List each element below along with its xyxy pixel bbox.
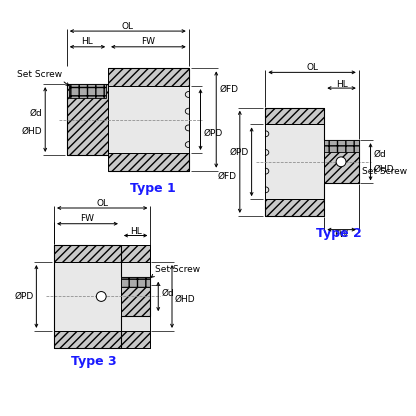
Circle shape: [97, 292, 106, 301]
Text: HL: HL: [82, 37, 93, 47]
Text: ØHD: ØHD: [374, 165, 394, 174]
Text: ØHD: ØHD: [175, 295, 196, 304]
Text: Ød: Ød: [374, 149, 386, 158]
Text: ØPD: ØPD: [14, 292, 33, 301]
Circle shape: [336, 157, 346, 167]
Text: ØPD: ØPD: [229, 148, 249, 156]
Bar: [121, 277, 150, 287]
Text: OL: OL: [96, 198, 108, 208]
Text: ØHD: ØHD: [22, 127, 42, 136]
Bar: [54, 331, 150, 347]
Bar: [54, 245, 150, 262]
Text: OL: OL: [122, 22, 134, 31]
Text: FW: FW: [141, 37, 156, 47]
Bar: [121, 277, 150, 316]
Bar: [54, 331, 121, 347]
Text: HL: HL: [336, 79, 347, 89]
Bar: [49, 240, 170, 352]
Text: FW: FW: [334, 230, 349, 239]
Bar: [69, 84, 106, 98]
Bar: [265, 108, 324, 124]
Text: FW: FW: [80, 214, 94, 223]
Bar: [324, 140, 359, 152]
Bar: [54, 262, 121, 331]
Bar: [108, 86, 189, 153]
Bar: [54, 245, 150, 262]
Text: ØPD: ØPD: [203, 129, 223, 137]
Bar: [265, 124, 324, 199]
Bar: [265, 199, 324, 216]
Bar: [108, 69, 189, 86]
Text: Set Screw: Set Screw: [17, 70, 62, 79]
Text: Set Screw: Set Screw: [362, 167, 407, 176]
Text: Type 3: Type 3: [71, 355, 116, 368]
Text: Type 2: Type 2: [316, 227, 362, 240]
Bar: [54, 262, 150, 331]
Text: HL: HL: [130, 227, 141, 236]
Bar: [67, 84, 108, 155]
Bar: [54, 245, 121, 262]
Text: Set Screw: Set Screw: [155, 265, 201, 274]
Bar: [108, 153, 189, 171]
Text: ØFD: ØFD: [219, 84, 238, 93]
Bar: [54, 331, 150, 347]
Text: Ød: Ød: [30, 109, 42, 118]
Bar: [324, 140, 359, 183]
Text: Ød: Ød: [161, 289, 174, 298]
Text: OL: OL: [306, 63, 318, 72]
Text: ØFD: ØFD: [218, 172, 237, 181]
Text: Type 1: Type 1: [131, 182, 176, 195]
